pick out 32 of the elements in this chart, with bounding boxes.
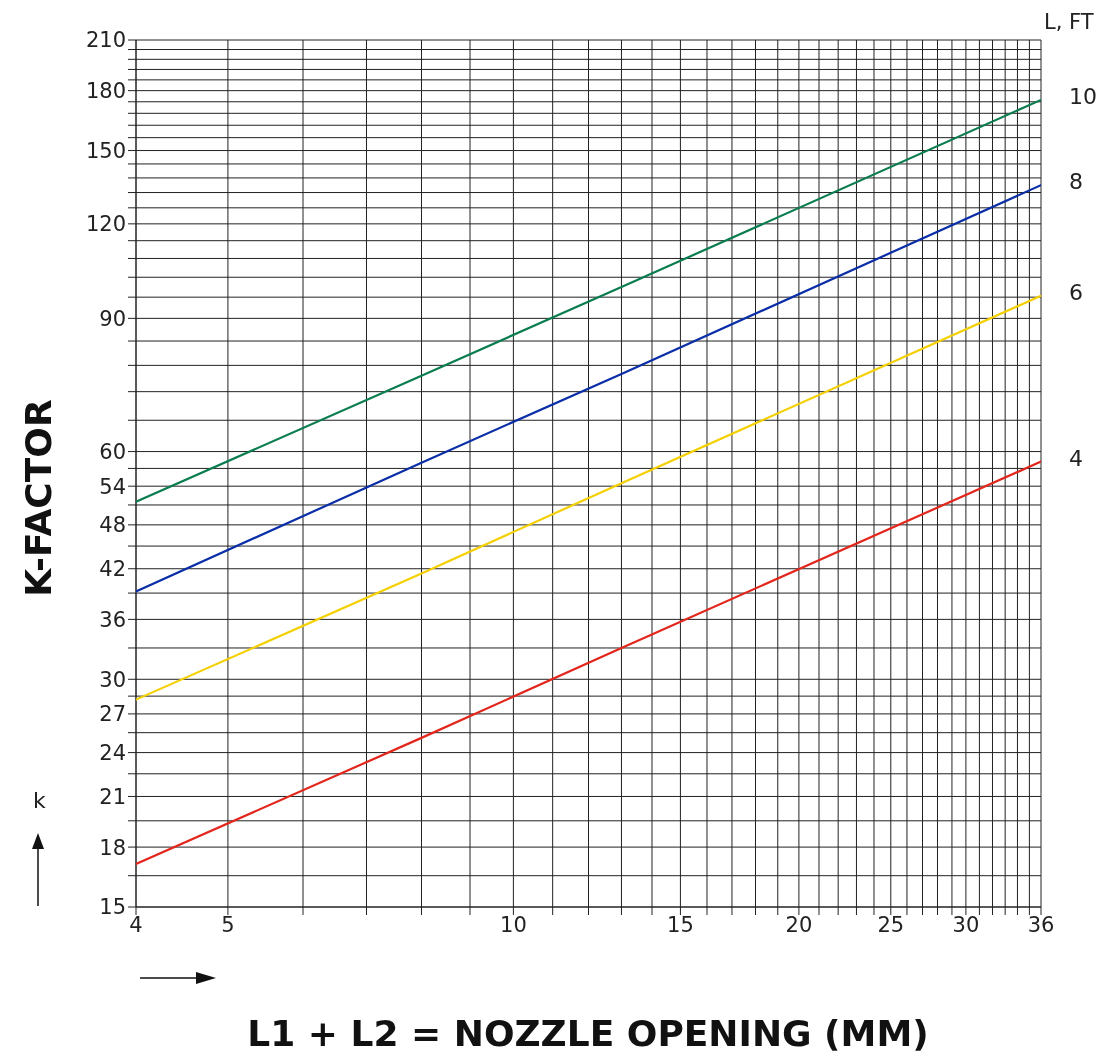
series-label: 4 (1069, 445, 1083, 471)
y-tick-label: 90 (99, 306, 126, 331)
x-tick-label: 4 (129, 912, 143, 937)
y-tick-label: 150 (85, 139, 126, 163)
y-tick-label: 15 (99, 895, 126, 920)
y-tick-label: 48 (99, 513, 126, 538)
y-tick-label: 21 (99, 784, 126, 809)
y-tick-label: 30 (99, 667, 126, 692)
x-tick-label: 5 (221, 912, 235, 937)
x-tick-label: 10 (500, 912, 527, 937)
series-label: 8 (1069, 169, 1083, 195)
y-tick-label: 36 (99, 607, 126, 632)
y-tick-label: 60 (99, 440, 126, 465)
text: k (33, 788, 46, 813)
legend-title: L, FT (1044, 10, 1094, 34)
y-tick-label: 210 (85, 28, 126, 53)
y-tick-label: 120 (85, 212, 126, 237)
y-tick-label: 24 (99, 741, 126, 766)
y-tick-label: 54 (99, 474, 126, 499)
y-tick-label: 180 (85, 79, 126, 104)
y-axis-title: K-FACTOR (17, 399, 59, 597)
x-tick-label: 30 (952, 912, 980, 937)
x-tick-label: 25 (877, 912, 905, 937)
x-axis-title: L1 + L2 = NOZZLE OPENING (MM) (247, 1012, 929, 1054)
x-tick-label: 15 (667, 912, 694, 937)
series-label: 6 (1069, 279, 1083, 305)
y-tick-label: 42 (99, 557, 126, 582)
y-tick-label: 27 (99, 702, 126, 727)
series-label: 10 (1069, 83, 1097, 109)
x-tick-label: 20 (785, 912, 813, 937)
y-tick-label: 18 (99, 835, 126, 860)
x-tick-label: 36 (1027, 912, 1055, 937)
